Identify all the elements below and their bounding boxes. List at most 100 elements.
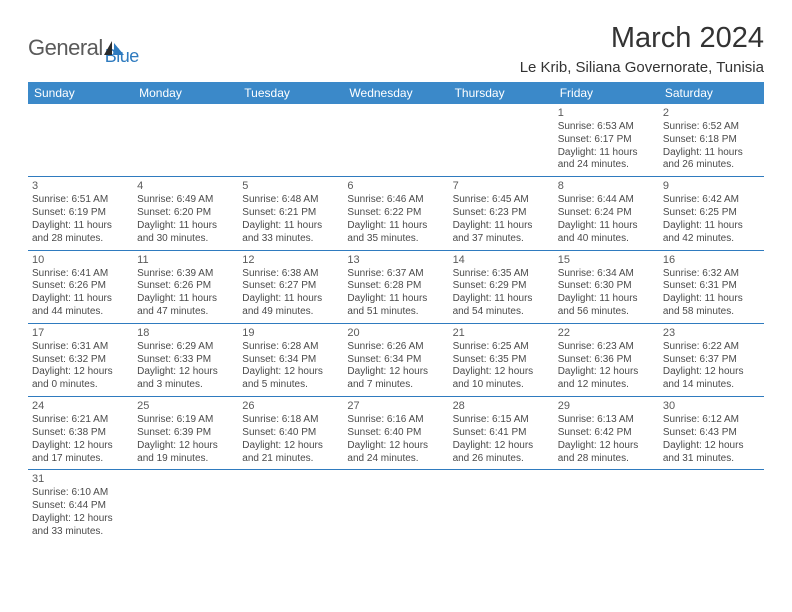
header-row: General Blue March 2024 Le Krib, Siliana… xyxy=(28,22,764,76)
day-info-line: Sunset: 6:35 PM xyxy=(453,354,550,367)
day-info-line: and 10 minutes. xyxy=(453,379,550,392)
day-info-line: Daylight: 12 hours xyxy=(347,366,444,379)
day-info-line: Sunset: 6:21 PM xyxy=(242,207,339,220)
calendar-empty xyxy=(238,104,343,177)
logo-sail-icon xyxy=(103,40,125,58)
day-number: 24 xyxy=(32,399,129,413)
day-info-line: Sunrise: 6:34 AM xyxy=(558,268,655,281)
logo-text-general: General xyxy=(28,35,103,61)
day-info-line: Sunset: 6:20 PM xyxy=(137,207,234,220)
day-info-line: Sunset: 6:31 PM xyxy=(663,280,760,293)
day-number: 1 xyxy=(558,106,655,120)
day-info-line: and 33 minutes. xyxy=(32,526,129,539)
calendar-day: 26Sunrise: 6:18 AMSunset: 6:40 PMDayligh… xyxy=(238,397,343,470)
day-info-line: and 14 minutes. xyxy=(663,379,760,392)
day-info-line: and 56 minutes. xyxy=(558,306,655,319)
title-block: March 2024 Le Krib, Siliana Governorate,… xyxy=(520,22,764,76)
day-number: 29 xyxy=(558,399,655,413)
day-info-line: Daylight: 12 hours xyxy=(242,366,339,379)
day-info-line: Daylight: 11 hours xyxy=(453,220,550,233)
day-info-line: Sunrise: 6:28 AM xyxy=(242,341,339,354)
calendar-empty xyxy=(133,104,238,177)
day-info-line: and 44 minutes. xyxy=(32,306,129,319)
day-info-line: Sunrise: 6:38 AM xyxy=(242,268,339,281)
day-info-line: and 40 minutes. xyxy=(558,233,655,246)
day-info-line: Sunset: 6:40 PM xyxy=(242,427,339,440)
day-info-line: Sunrise: 6:29 AM xyxy=(137,341,234,354)
day-info-line: and 49 minutes. xyxy=(242,306,339,319)
day-info-line: Sunset: 6:17 PM xyxy=(558,134,655,147)
calendar-empty xyxy=(449,104,554,177)
day-number: 21 xyxy=(453,326,550,340)
day-header: Saturday xyxy=(659,82,764,104)
calendar-head: SundayMondayTuesdayWednesdayThursdayFrid… xyxy=(28,82,764,104)
day-info-line: Sunrise: 6:37 AM xyxy=(347,268,444,281)
calendar-day: 20Sunrise: 6:26 AMSunset: 6:34 PMDayligh… xyxy=(343,323,448,396)
day-number: 15 xyxy=(558,253,655,267)
day-info-line: Daylight: 12 hours xyxy=(137,366,234,379)
calendar-day: 12Sunrise: 6:38 AMSunset: 6:27 PMDayligh… xyxy=(238,250,343,323)
day-number: 22 xyxy=(558,326,655,340)
day-info-line: Sunset: 6:34 PM xyxy=(242,354,339,367)
day-info-line: and 3 minutes. xyxy=(137,379,234,392)
day-info-line: Sunset: 6:24 PM xyxy=(558,207,655,220)
day-number: 19 xyxy=(242,326,339,340)
day-info-line: Daylight: 11 hours xyxy=(137,220,234,233)
calendar-day: 5Sunrise: 6:48 AMSunset: 6:21 PMDaylight… xyxy=(238,177,343,250)
day-header: Thursday xyxy=(449,82,554,104)
day-info-line: Sunrise: 6:25 AM xyxy=(453,341,550,354)
day-number: 27 xyxy=(347,399,444,413)
calendar-day: 27Sunrise: 6:16 AMSunset: 6:40 PMDayligh… xyxy=(343,397,448,470)
day-info-line: Sunrise: 6:42 AM xyxy=(663,194,760,207)
day-info-line: Sunrise: 6:12 AM xyxy=(663,414,760,427)
day-info-line: and 30 minutes. xyxy=(137,233,234,246)
day-number: 31 xyxy=(32,472,129,486)
day-info-line: Sunset: 6:27 PM xyxy=(242,280,339,293)
day-info-line: Sunset: 6:39 PM xyxy=(137,427,234,440)
day-info-line: Sunset: 6:34 PM xyxy=(347,354,444,367)
calendar-day: 11Sunrise: 6:39 AMSunset: 6:26 PMDayligh… xyxy=(133,250,238,323)
day-number: 2 xyxy=(663,106,760,120)
day-info-line: Daylight: 11 hours xyxy=(558,220,655,233)
day-info-line: Sunset: 6:40 PM xyxy=(347,427,444,440)
day-info-line: and 47 minutes. xyxy=(137,306,234,319)
day-info-line: Sunrise: 6:23 AM xyxy=(558,341,655,354)
logo: General Blue xyxy=(28,28,139,67)
day-info-line: Sunset: 6:19 PM xyxy=(32,207,129,220)
calendar-week: 24Sunrise: 6:21 AMSunset: 6:38 PMDayligh… xyxy=(28,397,764,470)
day-info-line: Sunset: 6:29 PM xyxy=(453,280,550,293)
day-info-line: and 35 minutes. xyxy=(347,233,444,246)
calendar-day: 1Sunrise: 6:53 AMSunset: 6:17 PMDaylight… xyxy=(554,104,659,177)
day-header: Friday xyxy=(554,82,659,104)
calendar-day: 23Sunrise: 6:22 AMSunset: 6:37 PMDayligh… xyxy=(659,323,764,396)
day-info-line: Daylight: 12 hours xyxy=(32,513,129,526)
day-number: 8 xyxy=(558,179,655,193)
day-info-line: Daylight: 11 hours xyxy=(663,293,760,306)
calendar-empty xyxy=(28,104,133,177)
day-info-line: Daylight: 11 hours xyxy=(242,293,339,306)
day-info-line: Sunrise: 6:45 AM xyxy=(453,194,550,207)
day-info-line: Sunrise: 6:22 AM xyxy=(663,341,760,354)
calendar-day: 7Sunrise: 6:45 AMSunset: 6:23 PMDaylight… xyxy=(449,177,554,250)
day-info-line: and 28 minutes. xyxy=(32,233,129,246)
day-info-line: Daylight: 12 hours xyxy=(242,440,339,453)
day-info-line: Daylight: 12 hours xyxy=(663,440,760,453)
calendar-empty xyxy=(659,470,764,543)
calendar-week: 3Sunrise: 6:51 AMSunset: 6:19 PMDaylight… xyxy=(28,177,764,250)
day-info-line: Sunset: 6:43 PM xyxy=(663,427,760,440)
day-info-line: Daylight: 12 hours xyxy=(137,440,234,453)
day-header: Tuesday xyxy=(238,82,343,104)
day-info-line: and 42 minutes. xyxy=(663,233,760,246)
day-info-line: Sunset: 6:25 PM xyxy=(663,207,760,220)
day-number: 25 xyxy=(137,399,234,413)
calendar-page: General Blue March 2024 Le Krib, Siliana… xyxy=(0,0,792,565)
calendar-week: 17Sunrise: 6:31 AMSunset: 6:32 PMDayligh… xyxy=(28,323,764,396)
day-info-line: and 31 minutes. xyxy=(663,453,760,466)
calendar-day: 17Sunrise: 6:31 AMSunset: 6:32 PMDayligh… xyxy=(28,323,133,396)
day-info-line: Daylight: 11 hours xyxy=(32,220,129,233)
calendar-day: 16Sunrise: 6:32 AMSunset: 6:31 PMDayligh… xyxy=(659,250,764,323)
calendar-week: 31Sunrise: 6:10 AMSunset: 6:44 PMDayligh… xyxy=(28,470,764,543)
day-info-line: Sunrise: 6:19 AM xyxy=(137,414,234,427)
day-info-line: and 26 minutes. xyxy=(453,453,550,466)
day-info-line: Sunset: 6:36 PM xyxy=(558,354,655,367)
